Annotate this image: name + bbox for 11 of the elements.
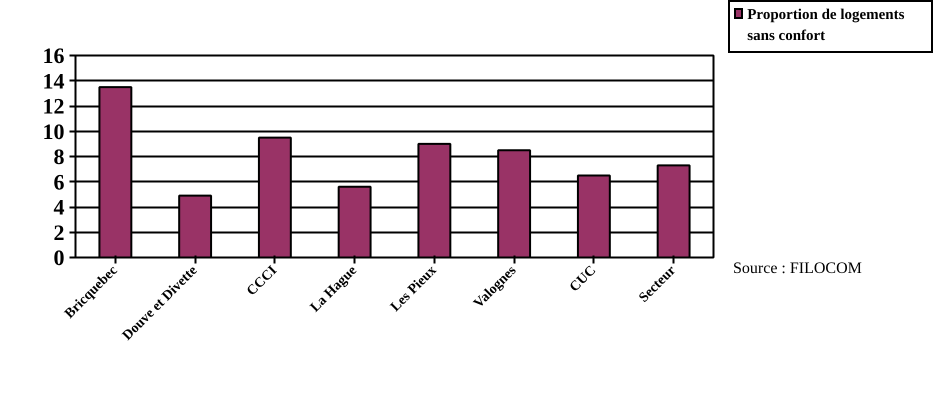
y-tick-label: 14 (42, 68, 64, 94)
y-tick-label: 16 (42, 43, 64, 68)
legend-label: Proportion de logements sans confort (747, 6, 906, 46)
y-tick-label: 0 (54, 245, 64, 270)
y-tick-label: 2 (54, 220, 64, 245)
y-tick-label: 4 (54, 194, 64, 220)
y-tick-label: 12 (42, 94, 64, 118)
y-tick-label: 10 (42, 118, 64, 144)
source-note: Source : FILOCOM (733, 258, 862, 279)
y-tick-label: 6 (54, 169, 64, 194)
y-tick-label: 8 (54, 144, 64, 169)
